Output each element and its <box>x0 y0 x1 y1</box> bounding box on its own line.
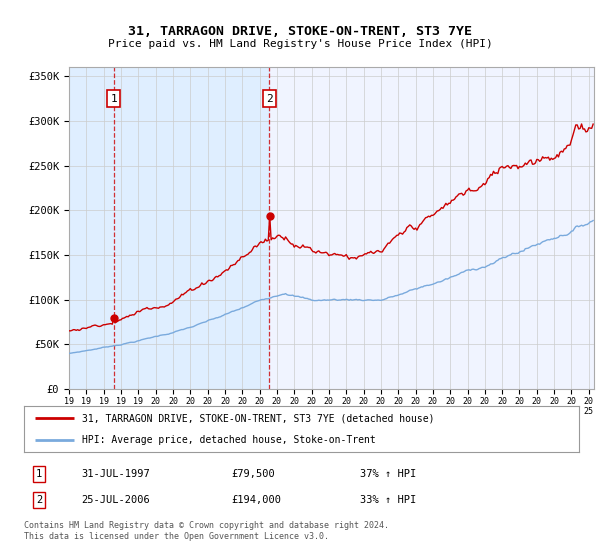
Text: £79,500: £79,500 <box>231 469 275 479</box>
Text: 1: 1 <box>36 469 42 479</box>
Text: 31, TARRAGON DRIVE, STOKE-ON-TRENT, ST3 7YE: 31, TARRAGON DRIVE, STOKE-ON-TRENT, ST3 … <box>128 25 472 38</box>
Text: Contains HM Land Registry data © Crown copyright and database right 2024.
This d: Contains HM Land Registry data © Crown c… <box>24 521 389 540</box>
Text: 25-JUL-2006: 25-JUL-2006 <box>81 495 150 505</box>
Text: 31-JUL-1997: 31-JUL-1997 <box>81 469 150 479</box>
Text: 1: 1 <box>110 94 117 104</box>
Text: 2: 2 <box>36 495 42 505</box>
Text: 37% ↑ HPI: 37% ↑ HPI <box>360 469 416 479</box>
Text: 2: 2 <box>266 94 272 104</box>
Bar <box>69 67 269 389</box>
Text: HPI: Average price, detached house, Stoke-on-Trent: HPI: Average price, detached house, Stok… <box>82 435 376 445</box>
Text: 31, TARRAGON DRIVE, STOKE-ON-TRENT, ST3 7YE (detached house): 31, TARRAGON DRIVE, STOKE-ON-TRENT, ST3 … <box>82 413 435 423</box>
Text: 33% ↑ HPI: 33% ↑ HPI <box>360 495 416 505</box>
Text: Price paid vs. HM Land Registry's House Price Index (HPI): Price paid vs. HM Land Registry's House … <box>107 39 493 49</box>
Text: £194,000: £194,000 <box>231 495 281 505</box>
